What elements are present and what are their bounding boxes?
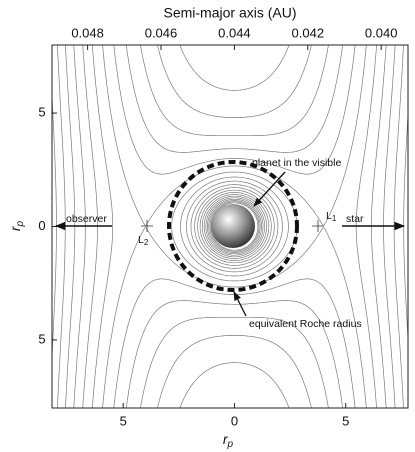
- top-tick-label: 0.046: [145, 25, 178, 40]
- top-tick-label: 0.042: [292, 25, 325, 40]
- annotation: equivalent Roche radius: [249, 318, 362, 330]
- y-axis-symbol: r: [7, 225, 23, 231]
- l1-label: L1: [326, 210, 337, 223]
- contour-line: [73, 45, 396, 408]
- y-tick-label: 5: [38, 105, 45, 120]
- planet: [211, 204, 255, 248]
- contour-line: [102, 45, 367, 408]
- x-axis-label: rp: [223, 431, 234, 450]
- contour-line: [57, 45, 408, 408]
- contour-line: [140, 45, 329, 408]
- contour-line: [209, 201, 260, 252]
- top-axis-label: Semi-major axis (AU): [163, 5, 296, 21]
- l1-letter: L: [326, 210, 332, 222]
- contour-line: [82, 45, 387, 408]
- l2-label: L2: [138, 234, 149, 247]
- y-tick-label: 0: [38, 218, 45, 233]
- x-tick-label: 5: [120, 413, 127, 428]
- roche-radius-circle: [167, 160, 299, 292]
- l2-letter: L: [138, 234, 144, 246]
- contour-line: [199, 192, 270, 261]
- x-tick-label: 5: [342, 413, 349, 428]
- x-axis-symbol: r: [223, 431, 229, 447]
- arrow: [253, 171, 286, 207]
- l2-cross: [141, 220, 153, 232]
- contours: [52, 45, 408, 408]
- y-axis-label: rp: [7, 220, 26, 231]
- arrow: [233, 291, 247, 317]
- contour-line: [208, 200, 261, 253]
- l1-subscript: 1: [332, 214, 337, 223]
- l1-cross: [312, 220, 324, 232]
- x-axis-subscript: p: [227, 439, 234, 450]
- contour-line: [157, 45, 312, 408]
- contour-line: [65, 45, 404, 408]
- contour-line: [210, 202, 259, 251]
- contour-line: [206, 198, 262, 255]
- x-tick-label: 0: [231, 413, 238, 428]
- l2-subscript: 2: [144, 238, 149, 247]
- annotation: observer: [66, 213, 107, 225]
- contour-line: [125, 45, 344, 408]
- y-tick-label: 5: [38, 331, 45, 346]
- annotation: star: [346, 213, 364, 225]
- contour-line: [113, 45, 356, 408]
- top-tick-label: 0.044: [218, 25, 251, 40]
- y-axis-subscript: p: [15, 220, 26, 227]
- top-tick-label: 0.040: [365, 25, 398, 40]
- annotation: planet in the visible: [252, 157, 341, 169]
- top-tick-label: 0.048: [71, 25, 104, 40]
- contour-line: [201, 194, 267, 259]
